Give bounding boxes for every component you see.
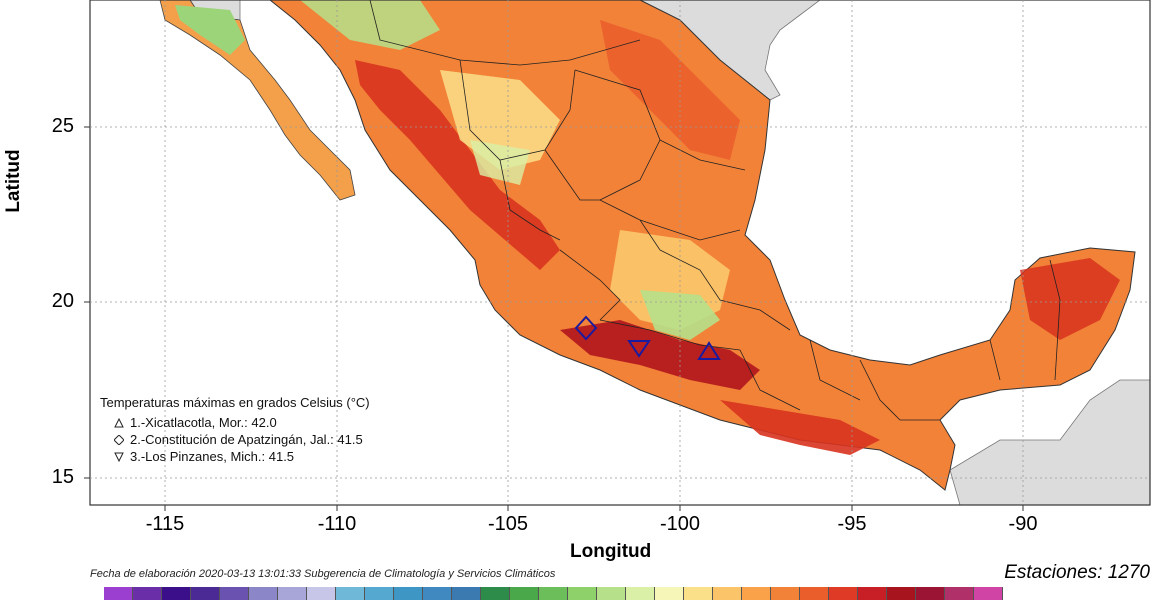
x-tick-95: -95 bbox=[837, 513, 867, 535]
color-scale-bar bbox=[104, 587, 1003, 600]
color-scale-swatch bbox=[655, 587, 684, 600]
legend-item-label: 1.-Xicatlacotla, Mor.: 42.0 bbox=[130, 415, 277, 430]
triangle-up-icon bbox=[114, 417, 124, 427]
color-scale-swatch bbox=[742, 587, 771, 600]
x-tick-90: -90 bbox=[1008, 513, 1038, 535]
color-scale-swatch bbox=[191, 587, 220, 600]
color-scale-swatch bbox=[887, 587, 916, 600]
color-scale-swatch bbox=[481, 587, 510, 600]
color-scale-swatch bbox=[510, 587, 539, 600]
cool-north-green bbox=[300, 0, 440, 50]
color-scale-swatch bbox=[829, 587, 858, 600]
y-tick-15: 15 bbox=[51, 466, 74, 488]
color-scale-swatch bbox=[104, 587, 133, 600]
color-scale-swatch bbox=[452, 587, 481, 600]
legend-item: 3.-Los Pinzanes, Mich.: 41.5 bbox=[100, 449, 370, 464]
color-scale-swatch bbox=[713, 587, 742, 600]
color-scale-swatch bbox=[539, 587, 568, 600]
legend-title: Temperaturas máximas en grados Celsius (… bbox=[100, 395, 370, 410]
y-tick-25: 25 bbox=[51, 115, 74, 137]
guatemala-land bbox=[949, 379, 1150, 505]
color-scale-swatch bbox=[365, 587, 394, 600]
triangle-down-icon bbox=[114, 452, 124, 462]
color-scale-swatch bbox=[684, 587, 713, 600]
heat-red-northeast bbox=[600, 20, 740, 160]
tick-marks bbox=[84, 126, 1024, 511]
heat-red-yucatan bbox=[1020, 258, 1120, 340]
color-scale-swatch bbox=[568, 587, 597, 600]
heat-darkred-balsas bbox=[560, 320, 760, 390]
color-scale-swatch bbox=[220, 587, 249, 600]
x-tick-115: -115 bbox=[145, 513, 185, 535]
legend-item: 1.-Xicatlacotla, Mor.: 42.0 bbox=[100, 415, 370, 430]
color-scale-swatch bbox=[278, 587, 307, 600]
legend-item-label: 2.-Constitución de Apatzingán, Jal.: 41.… bbox=[130, 432, 363, 447]
color-scale-swatch bbox=[858, 587, 887, 600]
color-scale-swatch bbox=[162, 587, 191, 600]
color-scale-swatch bbox=[771, 587, 800, 600]
x-tick-100: -100 bbox=[659, 513, 701, 535]
color-scale-swatch bbox=[945, 587, 974, 600]
gridlines bbox=[90, 0, 1150, 505]
marker-triangle-up-icon bbox=[697, 341, 721, 360]
stations-count: Estaciones: 1270 bbox=[1004, 562, 1150, 583]
legend: Temperaturas máximas en grados Celsius (… bbox=[100, 395, 370, 466]
legend-item-label: 3.-Los Pinzanes, Mich.: 41.5 bbox=[130, 449, 295, 464]
x-tick-105: -105 bbox=[487, 513, 529, 535]
color-scale-swatch bbox=[423, 587, 452, 600]
marker-triangle-down-icon bbox=[627, 340, 651, 358]
cool-sierra bbox=[440, 70, 560, 170]
heat-red-coast bbox=[355, 60, 560, 270]
color-scale-swatch bbox=[307, 587, 336, 600]
legend-item: 2.-Constitución de Apatzingán, Jal.: 41.… bbox=[100, 432, 370, 447]
state-borders bbox=[369, 0, 1061, 421]
color-scale-swatch bbox=[133, 587, 162, 600]
cool-sierra-2 bbox=[470, 140, 530, 185]
color-scale-swatch bbox=[974, 587, 1003, 600]
y-axis-label: Latitud bbox=[3, 149, 24, 213]
color-scale-swatch bbox=[626, 587, 655, 600]
color-scale-swatch bbox=[394, 587, 423, 600]
diamond-icon bbox=[114, 434, 124, 445]
footer-text: Fecha de elaboración 2020-03-13 13:01:33… bbox=[90, 568, 556, 580]
heat-red-south bbox=[720, 400, 880, 455]
y-tick-20: 20 bbox=[51, 290, 74, 312]
color-scale-swatch bbox=[249, 587, 278, 600]
baja-california bbox=[159, 0, 356, 201]
color-scale-swatch bbox=[336, 587, 365, 600]
color-scale-swatch bbox=[916, 587, 945, 600]
marker-diamond-icon bbox=[574, 315, 598, 341]
plot-frame bbox=[89, 0, 1151, 506]
x-axis-label: Longitud bbox=[570, 541, 652, 562]
baja-green bbox=[175, 5, 245, 55]
color-scale-swatch bbox=[597, 587, 626, 600]
x-tick-110: -110 bbox=[317, 513, 357, 535]
color-scale-swatch bbox=[800, 587, 829, 600]
